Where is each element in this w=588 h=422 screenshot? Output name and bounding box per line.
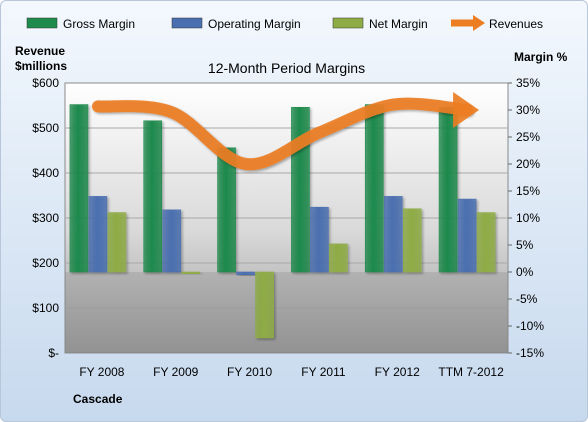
y-left-tick-label: $500 (32, 121, 59, 135)
bar-gross-margin (69, 104, 89, 273)
y-left-tick-label: $400 (32, 166, 59, 180)
bar-net-margin (329, 243, 348, 273)
bar-net-margin (255, 271, 274, 339)
legend-swatch (171, 17, 203, 29)
y-right-tick-label: 0% (516, 265, 534, 279)
bar-gross-margin (143, 120, 163, 273)
x-tick-label: FY 2008 (79, 365, 124, 379)
bar-operating-margin (457, 198, 477, 273)
bar-net-margin (107, 212, 127, 273)
legend-swatch (26, 17, 58, 29)
bar-operating-margin (162, 209, 182, 273)
chart-title: 12-Month Period Margins (208, 60, 365, 76)
bar-gross-margin (364, 104, 384, 273)
y-left-tick-label: $200 (32, 256, 59, 270)
x-tick-label: FY 2012 (375, 365, 420, 379)
legend-arrowhead (473, 15, 485, 31)
bar-net-margin (181, 271, 201, 274)
bar-gross-margin (217, 147, 236, 273)
y-right-tick-label: -10% (516, 319, 544, 333)
y-right-tick-label: 35% (516, 76, 540, 90)
revenue-arrowhead (453, 92, 480, 128)
negative-region (65, 272, 508, 353)
x-tick-label: FY 2011 (301, 365, 346, 379)
legend-swatch (332, 17, 364, 29)
y-left-tick-label: $100 (32, 301, 59, 315)
y-right-tick-label: 20% (516, 157, 540, 171)
revenue-line (91, 97, 474, 171)
legend-label: Revenues (489, 17, 543, 31)
y-right-tick-label: 5% (516, 238, 534, 252)
y-right-label: Margin % (514, 50, 568, 64)
bar-operating-margin (383, 196, 403, 273)
bar-gross-margin (438, 107, 458, 273)
y-right-tick-label: 15% (516, 184, 540, 198)
y-left-label-line2: $millions (15, 59, 67, 73)
y-right-tick-label: 30% (516, 103, 540, 117)
x-tick-label: FY 2009 (153, 365, 198, 379)
bar-operating-margin (310, 206, 329, 273)
bar-net-margin (402, 208, 422, 273)
y-left-tick-label: $- (48, 346, 59, 360)
y-right-tick-label: 25% (516, 130, 540, 144)
x-tick-label: FY 2010 (227, 365, 272, 379)
y-left-tick-label: $300 (32, 211, 59, 225)
bar-operating-margin (88, 196, 108, 273)
bar-net-margin (476, 212, 496, 273)
legend-label: Net Margin (369, 17, 428, 31)
company-label: Cascade (73, 392, 123, 406)
y-right-tick-label: -5% (516, 292, 538, 306)
legend-label: Operating Margin (208, 17, 301, 31)
y-right-tick-label: 10% (516, 211, 540, 225)
x-tick-label: TTM 7-2012 (438, 365, 504, 379)
bar-operating-margin (236, 271, 255, 275)
legend-label: Gross Margin (63, 17, 135, 31)
y-right-tick-label: -15% (516, 346, 544, 360)
y-left-label-line1: Revenue (15, 44, 65, 58)
y-left-tick-label: $600 (32, 76, 59, 90)
